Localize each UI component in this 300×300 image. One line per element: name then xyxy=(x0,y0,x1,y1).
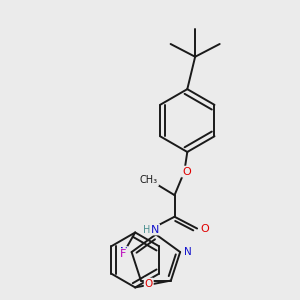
Text: CH₃: CH₃ xyxy=(140,176,158,185)
Text: N: N xyxy=(120,247,127,257)
Text: N: N xyxy=(151,224,159,235)
Text: O: O xyxy=(145,278,153,289)
Text: N: N xyxy=(184,247,192,257)
Text: H: H xyxy=(143,224,151,235)
Text: F: F xyxy=(120,249,127,259)
Text: O: O xyxy=(201,224,209,233)
Text: O: O xyxy=(182,167,191,177)
